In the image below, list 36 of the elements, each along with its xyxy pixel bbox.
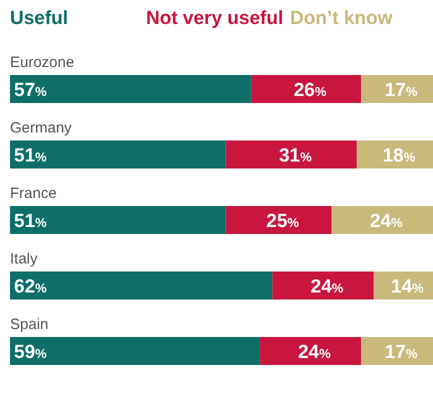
data-label: 17% <box>384 80 418 101</box>
data-label: 59% <box>14 342 48 363</box>
data-label: 17% <box>384 342 418 363</box>
bar <box>10 272 272 300</box>
data-label: 51% <box>14 146 48 166</box>
data-label: 18% <box>382 146 416 166</box>
data-label: 14% <box>391 276 424 298</box>
data-label: 51% <box>14 211 48 232</box>
bar <box>272 272 374 300</box>
y-tick-label: Germany <box>10 120 72 136</box>
data-label: 31% <box>278 146 312 166</box>
text: Not very useful <box>146 8 284 29</box>
bar <box>361 75 433 103</box>
bar <box>226 206 332 234</box>
bar <box>10 337 260 365</box>
text: Useful <box>10 8 68 29</box>
y-tick-label: Italy <box>10 250 38 268</box>
bar <box>10 75 252 103</box>
data-label: 25% <box>266 211 300 232</box>
y-tick-label: Eurozone <box>10 54 74 71</box>
bar <box>260 337 362 365</box>
data-label: 24% <box>310 276 344 298</box>
y-tick-label: France <box>10 185 57 202</box>
data-label: 26% <box>294 80 327 101</box>
bar <box>331 206 433 234</box>
y-tick-label: Spain <box>10 316 48 333</box>
text: Don’t know <box>290 8 393 29</box>
bar <box>251 75 362 103</box>
data-label: 24% <box>370 211 404 232</box>
bar <box>226 140 357 168</box>
data-label: 57% <box>14 80 48 101</box>
data-label: 62% <box>14 276 48 298</box>
bar <box>10 206 226 234</box>
bar <box>10 140 226 168</box>
bar <box>361 337 433 365</box>
data-label: 24% <box>298 342 332 363</box>
